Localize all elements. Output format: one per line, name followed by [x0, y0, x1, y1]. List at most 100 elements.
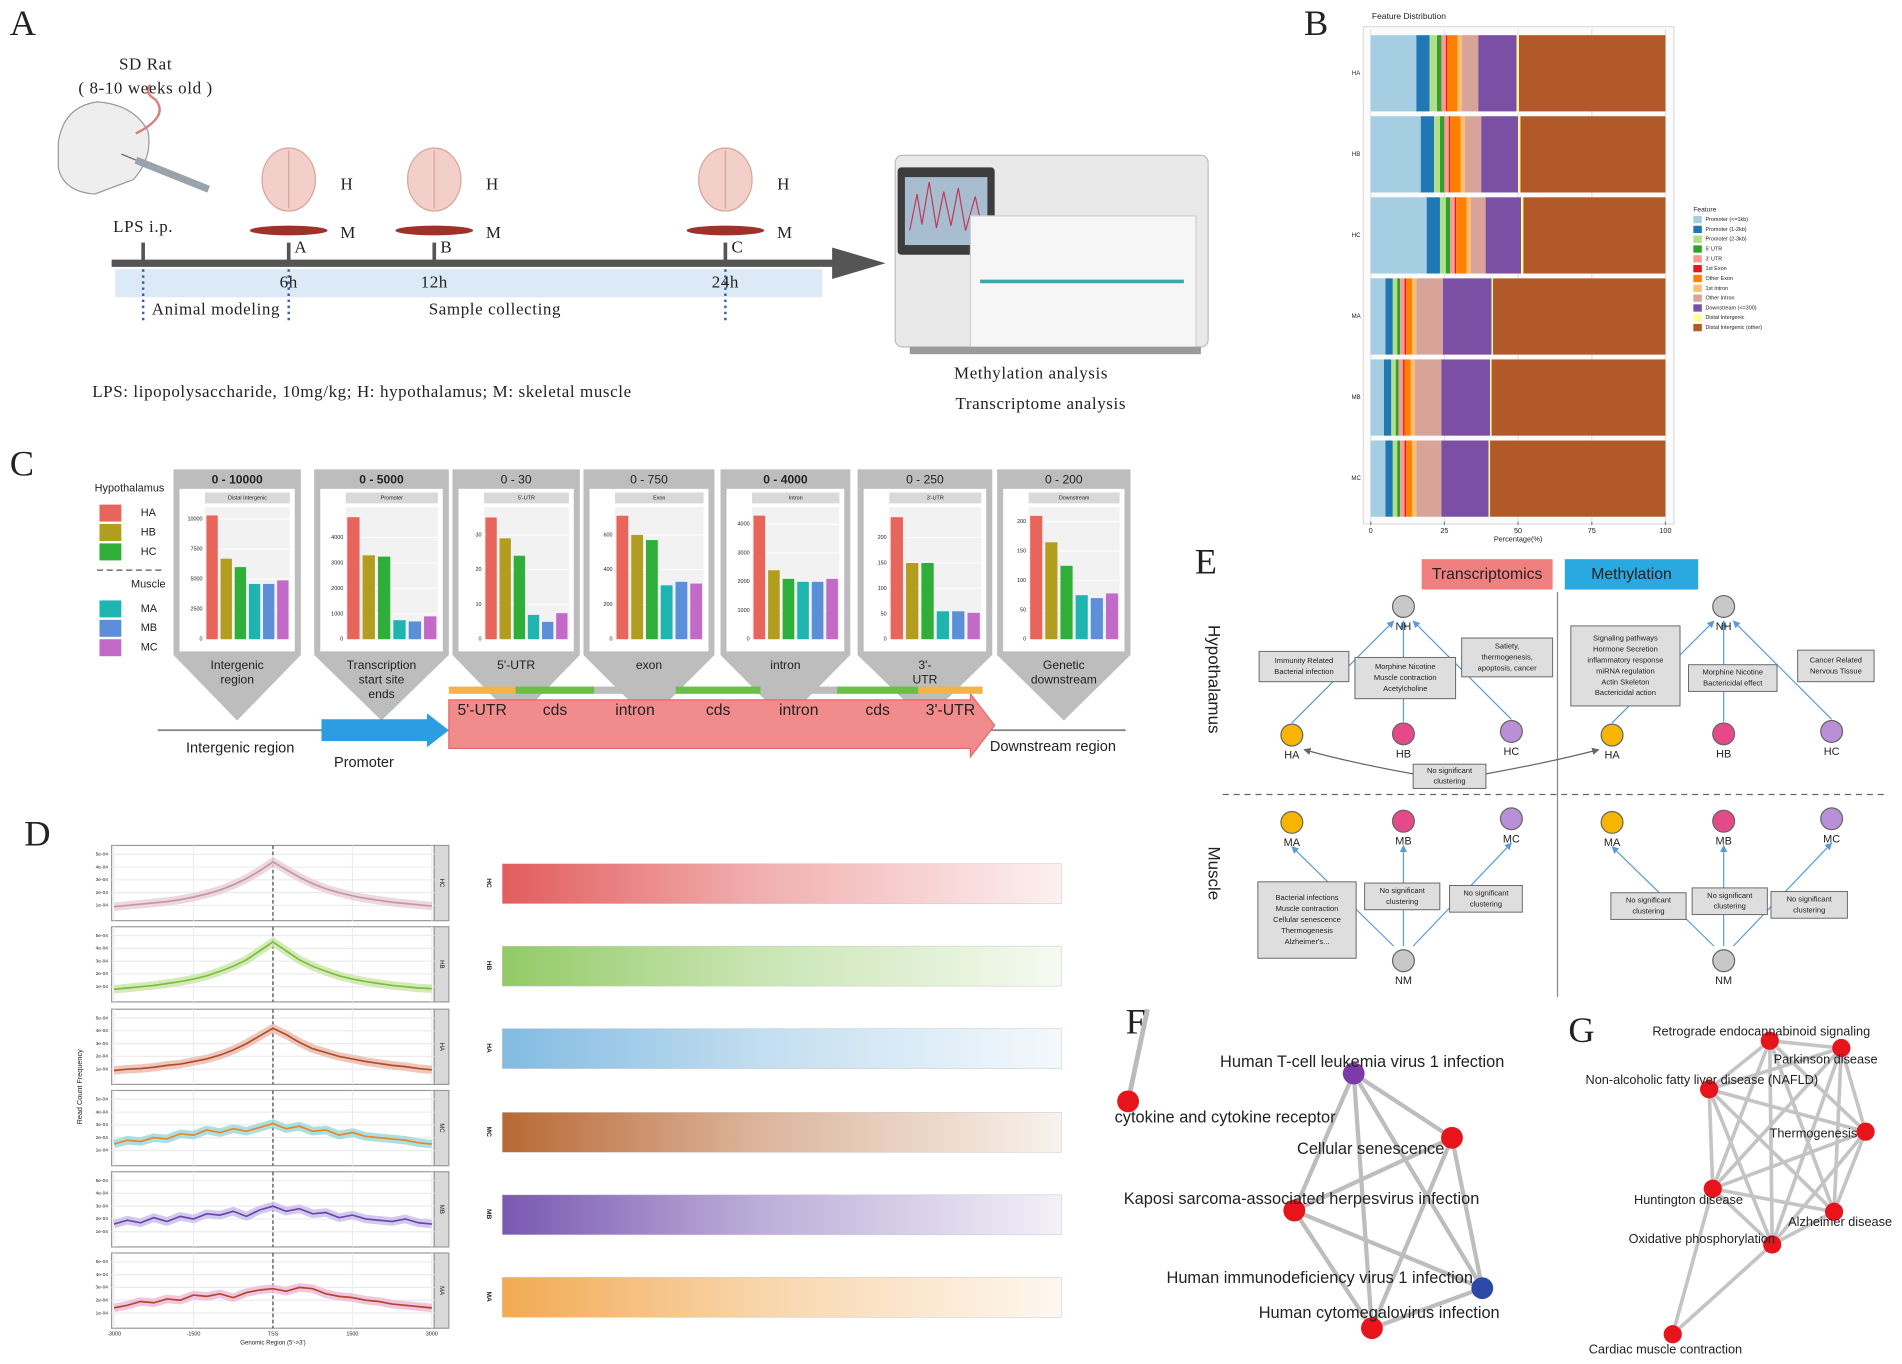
- bar-segment: [1441, 440, 1489, 517]
- cluster-node: [1712, 594, 1736, 619]
- range-header: 0 - 5000: [359, 473, 404, 487]
- plot-area: [889, 507, 982, 640]
- network-edge: [1708, 1087, 1867, 1134]
- bar-segment: [1493, 278, 1666, 355]
- facet-strip: [433, 844, 450, 922]
- network-edge: [1771, 1210, 1835, 1247]
- legend-swatch: [1693, 323, 1702, 332]
- timeline-head: [832, 247, 886, 279]
- x-axis-label: Percentage(%): [1494, 535, 1542, 544]
- cluster-node: [1820, 719, 1844, 743]
- annotation-box: [1688, 664, 1778, 692]
- annotation-box: [1354, 656, 1457, 700]
- heatmap: [502, 1277, 1062, 1318]
- legend-swatch: [1693, 314, 1702, 322]
- node-label: MC: [1823, 833, 1840, 845]
- y-tick-label: 2e-04: [96, 1135, 109, 1141]
- bar: [248, 583, 261, 640]
- cluster-node: [1280, 810, 1304, 834]
- bar-segment: [1518, 35, 1666, 112]
- bar-segment: [1397, 278, 1401, 355]
- region-name: Promoter: [334, 755, 394, 771]
- network-node: [1117, 1090, 1140, 1113]
- y-tick-label: 5e-04: [96, 1015, 109, 1021]
- row-label: Muscle: [1205, 846, 1224, 900]
- annotation-text: Nervous Tissue: [1810, 666, 1862, 675]
- bar: [556, 613, 568, 640]
- panel-letter: A: [10, 3, 36, 43]
- legend-swatch: [99, 600, 122, 618]
- range-header: 0 - 4000: [763, 473, 808, 487]
- y-tick-label: 0: [747, 637, 750, 643]
- annotation-text: Bacterial infection: [1274, 667, 1333, 676]
- y-tick-label: 3000: [738, 550, 750, 556]
- bar-segment: [1400, 278, 1405, 355]
- bar: [234, 567, 247, 640]
- node-label: MA: [1284, 837, 1301, 849]
- bar-segment: [1392, 278, 1398, 355]
- annotation-text: Hormone Secretion: [1593, 645, 1658, 654]
- network-edge: [1707, 1039, 1771, 1091]
- bar-segment: [1370, 359, 1384, 436]
- bar-segment: [1437, 35, 1442, 112]
- y-tick-label: 2000: [738, 579, 750, 585]
- node-label: Alzheimer disease: [1788, 1214, 1892, 1229]
- heatmap-frame: [501, 1276, 1062, 1318]
- y-tick-label: 50: [881, 611, 887, 617]
- tissue-label: M: [486, 223, 502, 242]
- bar-segment: [1456, 197, 1467, 274]
- y-tick-label: 3e-04: [96, 1285, 109, 1291]
- annotation-text: Acetylcholine: [1383, 684, 1427, 693]
- bar: [690, 583, 703, 640]
- panel-letter: C: [10, 443, 34, 483]
- node-label: HA: [1284, 750, 1300, 762]
- cluster-node: [1391, 949, 1415, 973]
- bar-segment: [1445, 35, 1448, 112]
- plot-area: [615, 507, 704, 640]
- y-tick-label: 5e-04: [96, 933, 109, 939]
- profile-line: [113, 940, 432, 991]
- annotation-text: No significant: [1787, 894, 1833, 903]
- network-edge: [1832, 1047, 1844, 1212]
- node-label: NH: [1716, 621, 1732, 633]
- bar-segment: [1441, 35, 1446, 112]
- cluster-node: [1391, 594, 1415, 619]
- y-tick-label: HC: [1352, 233, 1361, 239]
- annotation-text: Satiety,: [1495, 642, 1520, 651]
- legend-swatch: [1693, 245, 1702, 253]
- heatmap-frame: [501, 1028, 1062, 1069]
- annotation-text: Muscle contraction: [1276, 904, 1339, 913]
- bar: [1060, 565, 1073, 640]
- time-label: 6h: [280, 273, 298, 292]
- y-tick-label: 0: [200, 637, 203, 643]
- region-label: Transcription: [347, 658, 417, 672]
- node-label: NH: [1396, 621, 1412, 633]
- plot-area: [205, 507, 290, 640]
- bar-segment: [1385, 278, 1393, 355]
- x-tick-label: 75: [1588, 526, 1596, 535]
- bar: [631, 534, 644, 640]
- analysis-label: Methylation analysis: [954, 364, 1108, 383]
- bar: [967, 612, 980, 640]
- y-tick-label: 150: [1017, 549, 1026, 555]
- y-tick-label: 2e-04: [96, 1297, 109, 1303]
- y-tick-label: 0: [340, 637, 343, 643]
- bar-segment: [1447, 35, 1458, 112]
- legend-swatch: [99, 639, 122, 657]
- range-header: 0 - 30: [501, 473, 532, 487]
- bar-segment: [1404, 440, 1407, 517]
- legend-swatch: [1693, 284, 1702, 292]
- bar-segment: [1410, 359, 1415, 436]
- annotation-text: Muscle contraction: [1374, 673, 1437, 682]
- annotation-text: clustering: [1632, 907, 1664, 916]
- node-label: HA: [1604, 750, 1620, 762]
- network-edge: [1292, 1209, 1374, 1330]
- cluster-node: [1600, 810, 1624, 834]
- annotation-box: [1258, 650, 1350, 683]
- profile-line: [113, 860, 432, 908]
- network-edge: [1832, 1131, 1868, 1213]
- chart-title: Exon: [653, 495, 665, 501]
- analysis-label: Transcriptome analysis: [955, 394, 1126, 413]
- region-label: UTR: [912, 673, 937, 687]
